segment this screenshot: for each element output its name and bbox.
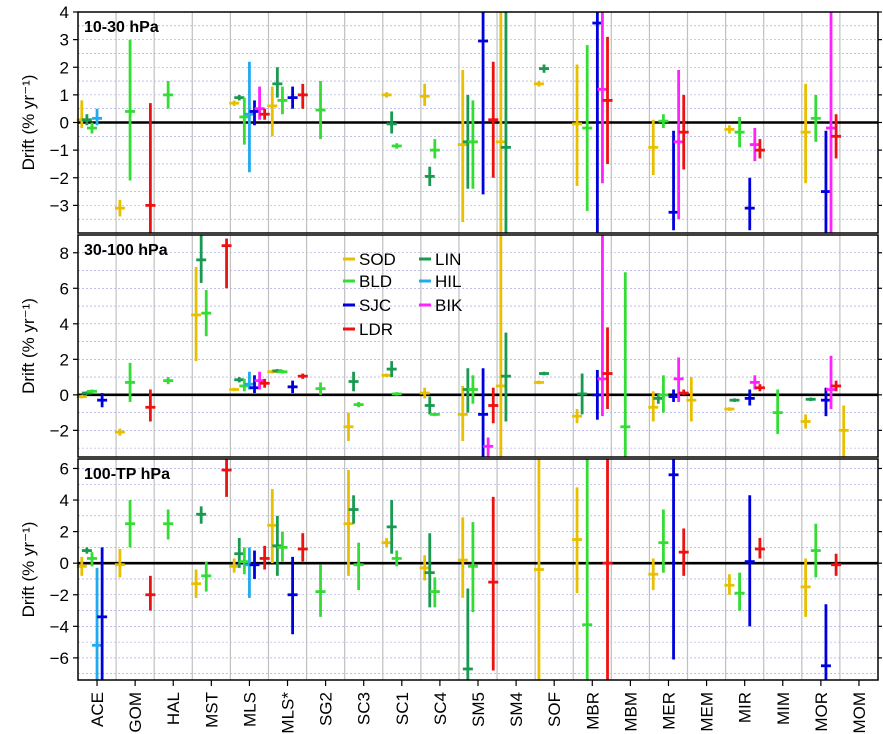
y-tick-label: −2 bbox=[50, 421, 69, 440]
x-tick-label: HAL bbox=[164, 692, 183, 725]
x-tick-label: MLS bbox=[240, 692, 259, 727]
y-tick-label: 0 bbox=[60, 386, 69, 405]
x-tick-label: MOM bbox=[850, 692, 869, 734]
x-tick-label: MOR bbox=[812, 692, 831, 732]
x-tick-label: SC1 bbox=[393, 692, 412, 725]
x-tick-label: MIR bbox=[736, 692, 755, 723]
y-tick-label: −1 bbox=[50, 141, 69, 160]
y-tick-label: 2 bbox=[60, 58, 69, 77]
legend-label-sod: SOD bbox=[359, 250, 396, 269]
x-tick-label: MBM bbox=[621, 692, 640, 732]
x-tick-label: SOF bbox=[545, 692, 564, 727]
legend-label-bld: BLD bbox=[359, 272, 392, 291]
x-tick-label: MLS* bbox=[279, 692, 298, 734]
panel-title: 100-TP hPa bbox=[84, 466, 170, 483]
legend-label-bik: BIK bbox=[435, 296, 463, 315]
y-tick-label: 4 bbox=[60, 3, 69, 22]
y-tick-label: 0 bbox=[60, 114, 69, 133]
y-axis-label: Drift (% yr⁻¹) bbox=[19, 298, 38, 394]
y-tick-label: −3 bbox=[50, 196, 69, 215]
y-tick-label: −2 bbox=[50, 169, 69, 188]
x-tick-label: MER bbox=[659, 692, 678, 730]
y-tick-label: 0 bbox=[60, 554, 69, 573]
x-tick-label: ACE bbox=[88, 692, 107, 727]
y-axis-label: Drift (% yr⁻¹) bbox=[19, 522, 38, 618]
x-tick-label: SM4 bbox=[507, 692, 526, 727]
panel-title: 30-100 hPa bbox=[84, 242, 168, 259]
y-tick-label: 1 bbox=[60, 86, 69, 105]
x-tick-label: SG2 bbox=[317, 692, 336, 726]
y-tick-label: 4 bbox=[60, 315, 69, 334]
y-tick-label: 6 bbox=[60, 459, 69, 478]
x-tick-label: SC3 bbox=[355, 692, 374, 725]
legend-label-lin: LIN bbox=[435, 250, 461, 269]
legend-label-ldr: LDR bbox=[359, 320, 393, 339]
y-tick-label: 8 bbox=[60, 244, 69, 263]
x-tick-label: MEM bbox=[698, 692, 717, 732]
x-tick-label: SC4 bbox=[431, 692, 450, 725]
y-tick-label: 6 bbox=[60, 279, 69, 298]
y-tick-label: −4 bbox=[50, 617, 69, 636]
y-tick-label: 2 bbox=[60, 523, 69, 542]
y-tick-label: 3 bbox=[60, 31, 69, 50]
x-tick-label: MIM bbox=[774, 692, 793, 725]
panel-title: 10-30 hPa bbox=[84, 19, 159, 36]
y-tick-label: 2 bbox=[60, 350, 69, 369]
panel-frame bbox=[77, 234, 879, 458]
y-tick-label: −6 bbox=[50, 649, 69, 668]
x-tick-label: GOM bbox=[126, 692, 145, 733]
y-tick-label: −2 bbox=[50, 586, 69, 605]
x-tick-label: SM5 bbox=[469, 692, 488, 727]
legend-label-sjc: SJC bbox=[359, 296, 391, 315]
y-tick-label: 4 bbox=[60, 491, 69, 510]
panel-frame bbox=[77, 458, 879, 681]
y-axis-label: Drift (% yr⁻¹) bbox=[19, 75, 38, 171]
legend-label-hil: HIL bbox=[435, 272, 461, 291]
x-tick-label: MST bbox=[202, 692, 221, 728]
x-tick-label: MBR bbox=[583, 692, 602, 730]
